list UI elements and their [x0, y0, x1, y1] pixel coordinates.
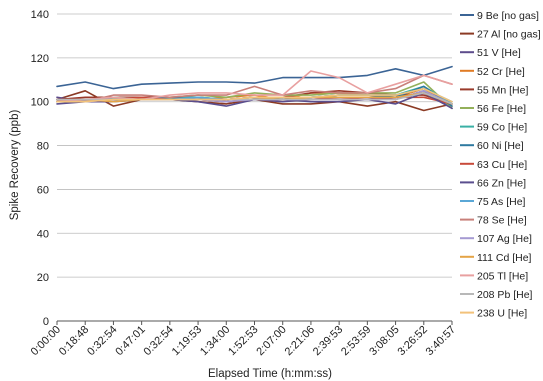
y-tick-label: 140: [31, 9, 49, 21]
legend-label: 56 Fe [He]: [477, 103, 526, 115]
x-tick-label: 2:53:59: [339, 324, 373, 358]
legend-item: 208 Pb [He]: [460, 289, 533, 301]
legend-item: 107 Ag [He]: [460, 233, 532, 245]
legend-item: 59 Co [He]: [460, 122, 527, 134]
y-tick-label: 120: [31, 53, 49, 65]
x-tick-label: 0:18:48: [57, 324, 91, 358]
legend-label: 60 Ni [He]: [477, 140, 524, 152]
legend-item: 52 Cr [He]: [460, 66, 525, 78]
legend-label: 9 Be [no gas]: [477, 10, 539, 22]
legend-label: 52 Cr [He]: [477, 66, 525, 78]
x-tick-label: 2:07:00: [254, 324, 288, 358]
legend-item: 51 V [He]: [460, 47, 521, 59]
x-tick-label: 2:21:06: [283, 324, 317, 358]
legend-label: 51 V [He]: [477, 47, 521, 59]
legend-item: 78 Se [He]: [460, 215, 527, 227]
x-tick-label: 0:00:00: [29, 324, 63, 358]
x-tick-label: 2:39:53: [311, 324, 345, 358]
grid: [57, 13, 452, 322]
legend-item: 66 Zn [He]: [460, 177, 526, 189]
y-tick-label: 80: [37, 141, 49, 153]
legend-label: 238 U [He]: [477, 308, 527, 320]
y-tick-label: 0: [43, 316, 49, 328]
legend-item: 27 Al [no gas]: [460, 29, 541, 41]
x-tick-label: 3:08:05: [367, 324, 401, 358]
series-lines: [56, 65, 453, 112]
legend-item: 55 Mn [He]: [460, 84, 528, 96]
legend-item: 63 Cu [He]: [460, 159, 527, 171]
series-line-16: [56, 87, 453, 103]
legend-label: 107 Ag [He]: [477, 233, 532, 245]
y-tick-label: 100: [31, 97, 49, 109]
legend-item: 60 Ni [He]: [460, 140, 524, 152]
legend: 9 Be [no gas] 27 Al [no gas] 51 V [He] 52 C…: [460, 10, 541, 320]
y-tick-label: 20: [37, 272, 49, 284]
legend-item: 56 Fe [He]: [460, 103, 526, 115]
x-tick-label: 1:52:53: [226, 324, 260, 358]
series-line-14: [56, 70, 453, 103]
legend-item: 9 Be [no gas]: [460, 10, 539, 22]
series-line-11: [56, 74, 453, 103]
y-tick-label: 60: [37, 184, 49, 196]
legend-label: 75 As [He]: [477, 196, 526, 208]
x-tick-label: 0:32:54: [85, 324, 119, 358]
axes: 0204060801001201400:00:000:18:480:32:540…: [29, 9, 458, 358]
x-tick-label: 0:47:01: [113, 324, 147, 358]
series-line-0: [56, 65, 453, 90]
legend-label: 208 Pb [He]: [477, 289, 533, 301]
legend-label: 111 Cd [He]: [477, 252, 532, 264]
series-line-1: [56, 90, 453, 112]
legend-item: 75 As [He]: [460, 196, 526, 208]
x-tick-label: 1:34:00: [198, 324, 232, 358]
legend-label: 59 Co [He]: [477, 122, 527, 134]
y-tick-label: 40: [37, 228, 49, 240]
x-tick-label: 3:26:52: [395, 324, 429, 358]
x-axis-title: Elapsed Time (h:mm:ss): [208, 368, 332, 380]
x-tick-label: 3:40:57: [424, 324, 458, 358]
legend-item: 111 Cd [He]: [460, 252, 532, 264]
y-axis-title: Spike Recovery (ppb): [9, 110, 21, 221]
legend-label: 27 Al [no gas]: [477, 29, 541, 41]
legend-label: 66 Zn [He]: [477, 177, 526, 189]
legend-item: 238 U [He]: [460, 308, 527, 320]
legend-item: 205 Tl [He]: [460, 270, 528, 282]
x-tick-label: 0:32:54: [142, 324, 176, 358]
legend-label: 63 Cu [He]: [477, 159, 527, 171]
legend-label: 78 Se [He]: [477, 215, 527, 227]
legend-label: 55 Mn [He]: [477, 84, 528, 96]
legend-label: 205 Tl [He]: [477, 270, 528, 282]
x-tick-label: 1:19:53: [170, 324, 204, 358]
